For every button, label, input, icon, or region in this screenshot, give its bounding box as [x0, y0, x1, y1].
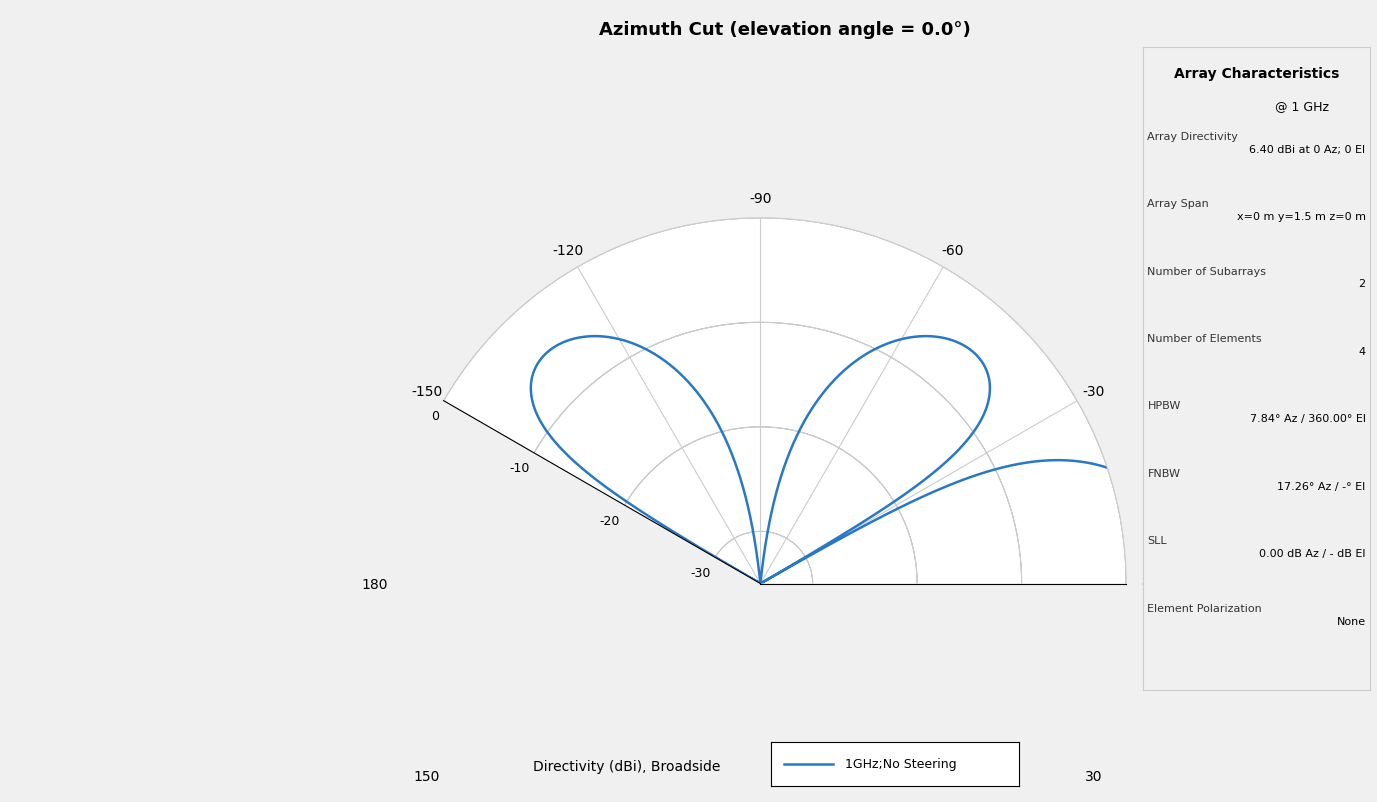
Text: FNBW: FNBW — [1147, 468, 1180, 478]
Text: Number of Subarrays: Number of Subarrays — [1147, 266, 1267, 276]
Text: 2: 2 — [1359, 279, 1366, 289]
Text: Array Directivity: Array Directivity — [1147, 132, 1238, 141]
Text: @ 1 GHz: @ 1 GHz — [1275, 99, 1329, 112]
Text: Element Polarization: Element Polarization — [1147, 603, 1263, 613]
Text: Array Characteristics: Array Characteristics — [1173, 67, 1340, 81]
Text: Directivity (dBi), Broadside: Directivity (dBi), Broadside — [533, 759, 720, 773]
Text: 0.00 dB Az / - dB El: 0.00 dB Az / - dB El — [1259, 549, 1366, 558]
Text: Number of Elements: Number of Elements — [1147, 334, 1263, 343]
Text: None: None — [1337, 616, 1366, 626]
Text: HPBW: HPBW — [1147, 401, 1181, 411]
Text: SLL: SLL — [1147, 536, 1168, 545]
Text: 4: 4 — [1359, 346, 1366, 356]
Text: 6.40 dBi at 0 Az; 0 El: 6.40 dBi at 0 Az; 0 El — [1249, 144, 1366, 154]
Text: 7.84° Az / 360.00° El: 7.84° Az / 360.00° El — [1249, 414, 1366, 423]
Text: x=0 m y=1.5 m z=0 m: x=0 m y=1.5 m z=0 m — [1237, 212, 1366, 221]
Text: 1GHz;No Steering: 1GHz;No Steering — [845, 757, 957, 771]
Text: 17.26° Az / -° El: 17.26° Az / -° El — [1278, 481, 1366, 491]
Title: Azimuth Cut (elevation angle = 0.0°): Azimuth Cut (elevation angle = 0.0°) — [599, 22, 971, 39]
Text: Array Span: Array Span — [1147, 199, 1209, 209]
